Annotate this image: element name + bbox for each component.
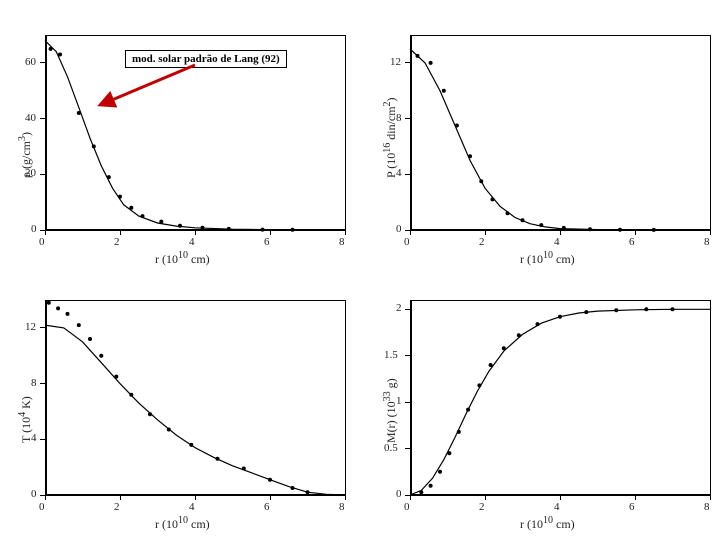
- annotation-arrow: [0, 0, 720, 540]
